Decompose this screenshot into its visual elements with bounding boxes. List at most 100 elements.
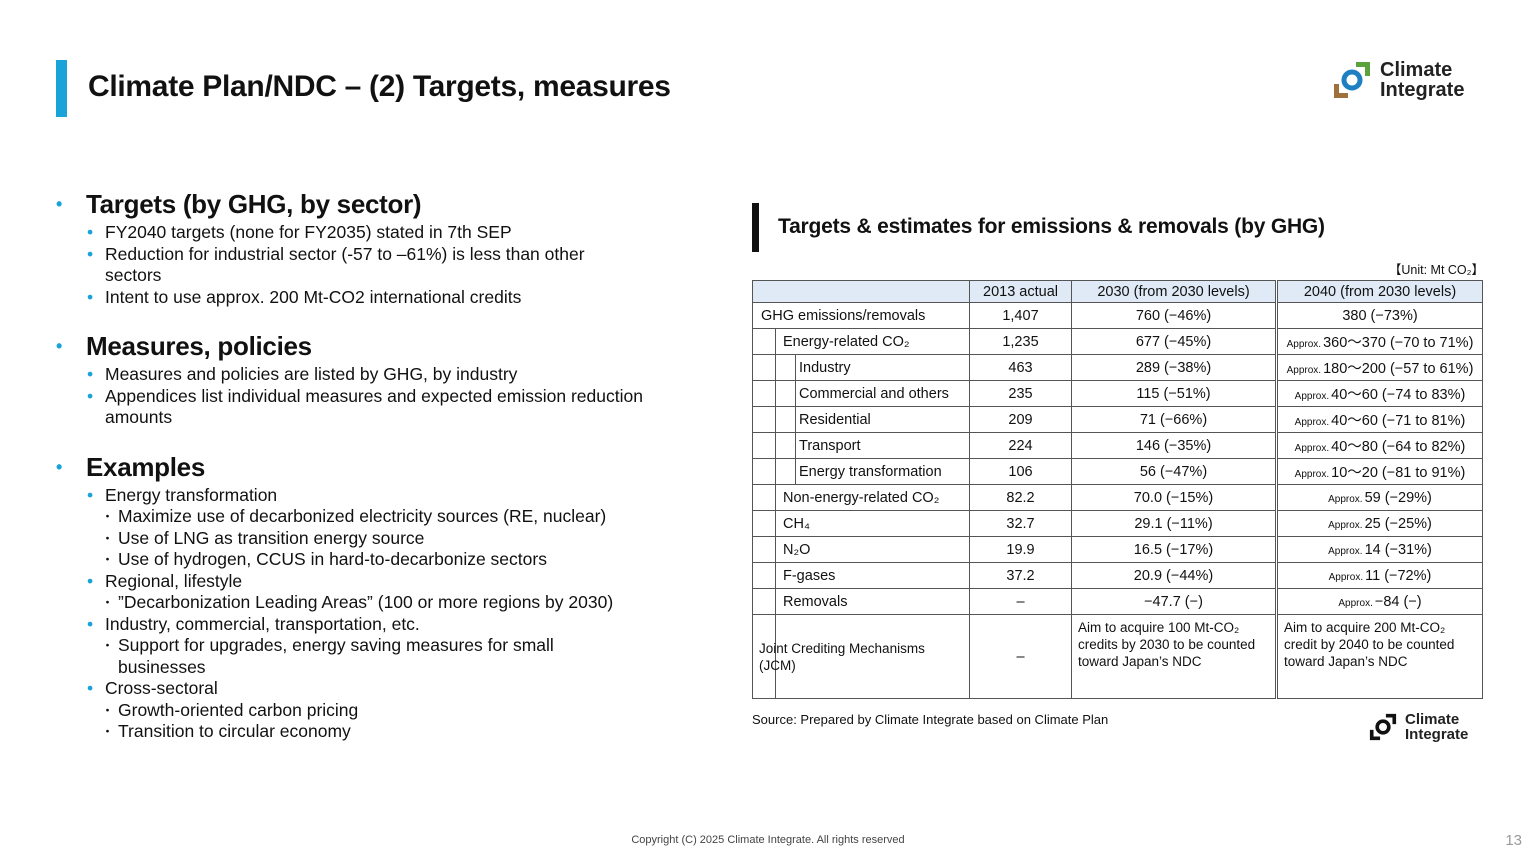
table-row: Energy-related CO₂ 1,235 677 (−45%) Approx.…	[752, 328, 1483, 355]
table-row: Transport 224 146 (−35%) Approx. 40～80 (−64 …	[752, 432, 1483, 459]
cell-value: 10～20 (−81 to 91%)	[1331, 465, 1466, 481]
bullet-item: Intent to use approx. 200 Mt-CO2 interna…	[56, 287, 645, 309]
value-cell: 677 (−45%)	[1071, 328, 1277, 355]
logo: Climate Integrate	[1367, 711, 1468, 743]
row-label: Residential	[752, 406, 970, 433]
row-label: Joint Crediting Mechanisms (JCM)	[752, 614, 970, 699]
value-cell: 1,235	[969, 328, 1072, 355]
logo-text: Climate Integrate	[1405, 712, 1468, 742]
row-label: Energy transformation	[752, 458, 970, 485]
row-label: Industry	[752, 354, 970, 381]
value-cell: 70.0 (−15%)	[1071, 484, 1277, 511]
row-label: Non-energy-related CO₂	[752, 484, 970, 511]
value-cell: Approx. 10～20 (−81 to 91%)	[1275, 458, 1483, 485]
value-cell: 32.7	[969, 510, 1072, 537]
section-bar	[752, 203, 759, 252]
header-cell: 2040 (from 2030 levels)	[1275, 280, 1483, 303]
approx-prefix: Approx.	[1294, 417, 1330, 428]
table-row: Industry 463 289 (−38%) Approx. 180～200 (−57…	[752, 354, 1483, 381]
section: ExamplesEnergy transformationMaximize us…	[56, 449, 676, 743]
approx-prefix: Approx.	[1286, 339, 1322, 350]
logo-mark	[1334, 62, 1370, 98]
approx-prefix: Approx.	[1328, 545, 1363, 557]
table-row: Energy transformation 106 56 (−47%) Approx.…	[752, 458, 1483, 485]
approx-prefix: Approx.	[1294, 469, 1330, 480]
approx-prefix: Approx.	[1338, 597, 1373, 609]
value-cell: 1,407	[969, 302, 1072, 329]
value-cell: 224	[969, 432, 1072, 459]
value-cell: 71 (−66%)	[1071, 406, 1277, 433]
row-label: CH₄	[752, 510, 970, 537]
value-cell: Approx. 40～60 (−71 to 81%)	[1275, 406, 1483, 433]
table-row: Non-energy-related CO₂ 82.2 70.0 (−15%) App…	[752, 484, 1483, 511]
sub-bullet-item: Growth-oriented carbon pricing	[56, 700, 638, 722]
value-cell: 146 (−35%)	[1071, 432, 1277, 459]
cell-value: −84 (−)	[1374, 593, 1422, 610]
value-cell: Approx. 11 (−72%)	[1275, 562, 1483, 589]
row-label: Transport	[752, 432, 970, 459]
value-cell: 56 (−47%)	[1071, 458, 1277, 485]
logo-line: Climate	[1405, 711, 1460, 728]
value-cell: 29.1 (−11%)	[1071, 510, 1277, 537]
row-label: N₂O	[752, 536, 970, 563]
row-label: GHG emissions/removals	[752, 302, 970, 329]
page-number: 13	[1505, 832, 1522, 849]
logo-mark	[1369, 713, 1397, 741]
header-cell: 2030 (from 2030 levels)	[1071, 280, 1277, 303]
value-cell: 16.5 (−17%)	[1071, 536, 1277, 563]
table-row: CH₄ 32.7 29.1 (−11%) Approx. 25 (−25%)	[752, 510, 1483, 537]
slide-title: Climate Plan/NDC – (2) Targets, measures	[88, 70, 671, 103]
approx-prefix: Approx.	[1294, 391, 1330, 402]
title-accent	[56, 60, 67, 117]
value-cell: −47.7 (−)	[1071, 588, 1277, 615]
cell-value: 11 (−72%)	[1365, 567, 1432, 584]
logo-line: Integrate	[1380, 79, 1465, 101]
section-heading: Measures, policies	[56, 328, 676, 364]
sub-bullet-item: Maximize use of decarbonized electricity…	[56, 506, 638, 528]
row-label: Energy-related CO₂	[752, 328, 970, 355]
cell-value: 180～200 (−57 to 61%)	[1323, 361, 1474, 377]
approx-prefix: Approx.	[1328, 493, 1363, 505]
logo: Climate Integrate	[1330, 58, 1464, 102]
value-cell: Aim to acquire 200 Mt-CO₂ credit by 2040…	[1275, 614, 1483, 699]
value-cell: Approx. 40～60 (−74 to 83%)	[1275, 380, 1483, 407]
value-cell: 106	[969, 458, 1072, 485]
header-cell: 2013 actual	[969, 280, 1072, 303]
value-cell: 380 (−73%)	[1275, 302, 1483, 329]
cell-value: 40～60 (−74 to 83%)	[1331, 387, 1466, 403]
bullet-item: Measures and policies are listed by GHG,…	[56, 364, 645, 386]
section-heading: Targets (by GHG, by sector)	[56, 186, 676, 222]
row-label: Removals	[752, 588, 970, 615]
unit-label: 【Unit: Mt CO₂】	[1388, 263, 1484, 277]
value-cell: Approx. 180～200 (−57 to 61%)	[1275, 354, 1483, 381]
value-cell: Approx. −84 (−)	[1275, 588, 1483, 615]
bullet-item: Appendices list individual measures and …	[56, 386, 645, 429]
sub-bullet-item: Use of LNG as transition energy source	[56, 528, 638, 550]
emissions-table: 2013 actual 2030 (from 2030 levels) 2040 (…	[752, 280, 1483, 699]
approx-prefix: Approx.	[1294, 443, 1330, 454]
bullet-item: Industry, commercial, transportation, et…	[56, 614, 645, 636]
bullet-item: Cross-sectoral	[56, 678, 645, 700]
value-cell: 19.9	[969, 536, 1072, 563]
value-cell: Approx. 40～80 (−64 to 82%)	[1275, 432, 1483, 459]
logo-line: Integrate	[1405, 726, 1469, 743]
value-cell: Approx. 14 (−31%)	[1275, 536, 1483, 563]
value-cell: Approx. 59 (−29%)	[1275, 484, 1483, 511]
source-note: Source: Prepared by Climate Integrate ba…	[752, 712, 1109, 727]
table-row: Commercial and others 235 115 (−51%) Approx…	[752, 380, 1483, 407]
cell-value: 360～370 (−70 to 71%)	[1323, 335, 1474, 351]
cell-value: 40～80 (−64 to 82%)	[1331, 439, 1466, 455]
logo-line: Climate	[1380, 59, 1453, 81]
cell-value: 59 (−29%)	[1364, 489, 1432, 506]
copyright: Copyright (C) 2025 Climate Integrate. Al…	[631, 834, 905, 846]
bullet-list: Targets (by GHG, by sector)FY2040 target…	[56, 186, 676, 763]
table-title: Targets & estimates for emissions & remo…	[778, 215, 1325, 238]
table-row: Removals – −47.7 (−) Approx. −84 (−)	[752, 588, 1483, 615]
approx-prefix: Approx.	[1328, 519, 1363, 531]
value-cell: Approx. 25 (−25%)	[1275, 510, 1483, 537]
header-cell	[752, 280, 970, 303]
sub-bullet-item: Use of hydrogen, CCUS in hard-to-decarbo…	[56, 549, 638, 571]
value-cell: 82.2	[969, 484, 1072, 511]
